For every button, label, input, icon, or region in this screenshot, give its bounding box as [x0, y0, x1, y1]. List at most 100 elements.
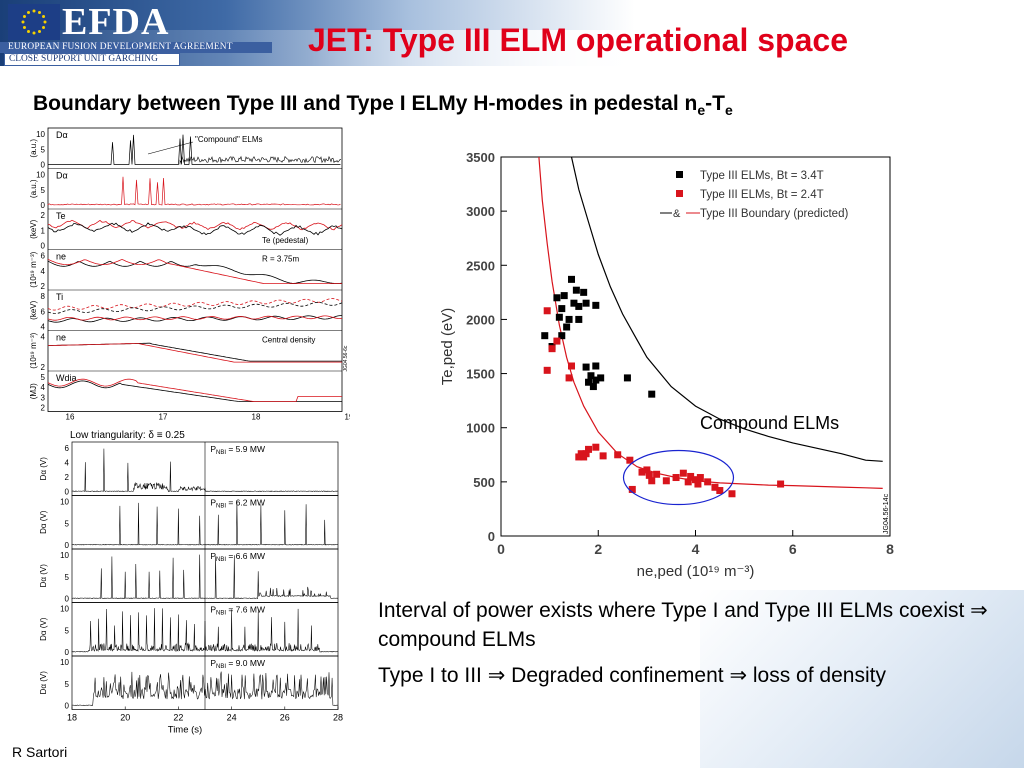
- data-point-2-4T: [548, 345, 556, 353]
- body-text: Interval of power exists where Type I an…: [378, 596, 1008, 697]
- y-tick-label: 3: [41, 393, 46, 402]
- data-point-3-4T: [592, 301, 600, 309]
- legend-label: Type III Boundary (predicted): [700, 208, 848, 220]
- nbi-power-symbol: P: [210, 658, 216, 668]
- y-tick-label: 6: [41, 307, 46, 316]
- annotation-central-density: Central density: [262, 336, 315, 345]
- elm-scatter-chart: 0 2 4 6 8 0 500 1000 1500 2000 2500 3000 3500 ne,ped …: [439, 150, 894, 580]
- y-tick-label: 5: [65, 519, 70, 528]
- data-point-3-4T: [592, 376, 600, 384]
- y-tick-label: 0: [41, 201, 46, 210]
- y-tick-label: 10: [60, 551, 69, 560]
- y-tick-label: 0: [41, 161, 46, 170]
- y-tick-label: 2: [41, 404, 46, 413]
- time-trace-line: [47, 219, 343, 231]
- nbi-power-subscript: NBI: [216, 557, 226, 563]
- nbi-power-subscript: NBI: [216, 450, 226, 456]
- annotation-compound: "Compound" ELMs: [195, 135, 263, 144]
- low-triangularity-title: Low triangularity: δ ≡ 0.25: [70, 430, 185, 441]
- annotation-arrow: [147, 141, 194, 155]
- data-point-2-4T: [599, 452, 607, 460]
- data-point-2-4T: [696, 474, 704, 482]
- dalpha-trace: [71, 608, 339, 653]
- data-point-3-4T: [592, 362, 600, 370]
- data-point-3-4T: [570, 299, 578, 307]
- x-tick-label: 2: [594, 541, 602, 557]
- eu-star-icon: [38, 30, 41, 34]
- data-point-3-4T: [575, 315, 583, 323]
- x-tick-label: 22: [173, 713, 183, 723]
- time-trace-line: [47, 258, 342, 284]
- data-point-2-4T: [575, 453, 583, 461]
- low-triangularity-figure: Low triangularity: δ ≡ 0.25 6 4 2 0 Dα (V) PNB…: [32, 426, 350, 740]
- x-tick-label: 26: [280, 713, 290, 723]
- subtitle-dash: -T: [705, 92, 725, 115]
- data-point-2-4T: [777, 480, 785, 488]
- data-point-3-4T: [560, 292, 568, 300]
- eu-star-icon: [38, 10, 41, 14]
- data-point-3-4T: [575, 302, 583, 310]
- data-point-2-4T: [704, 478, 712, 486]
- y-tick-label: 0: [65, 488, 70, 497]
- eu-star-icon: [43, 20, 47, 24]
- y-unit-label: (MJ): [30, 383, 38, 399]
- y-tick-label: 10: [36, 130, 45, 139]
- data-point-3-4T: [582, 299, 590, 307]
- bullet-degraded: Type I to III ⇒ Degraded confinement ⇒ l…: [378, 664, 886, 687]
- eu-star-icon: [32, 9, 36, 13]
- eu-flag-logo: [8, 4, 60, 40]
- legend-marker: [676, 190, 683, 197]
- time-trace-line: [47, 315, 343, 323]
- data-point-2-4T: [592, 443, 600, 451]
- dalpha-ylabel: Dα (V): [39, 617, 48, 641]
- y-tick-label: 5: [41, 373, 46, 382]
- nbi-power-label: PNBI = 6.2 MW: [210, 498, 265, 510]
- y-tick-label: 6: [65, 444, 70, 453]
- data-point-2-4T: [628, 485, 636, 493]
- data-point-2-4T: [643, 466, 651, 474]
- data-point-2-4T: [653, 470, 661, 478]
- legend-ampersand: &: [673, 208, 681, 220]
- dalpha-trace: [71, 448, 338, 493]
- data-point-2-4T: [580, 453, 588, 461]
- agreement-text: EUROPEAN FUSION DEVELOPMENT AGREEMENT: [8, 42, 233, 52]
- data-point-3-4T: [568, 275, 576, 283]
- data-point-3-4T: [553, 294, 561, 302]
- bullet-compound: Interval of power exists where Type I an…: [378, 599, 988, 651]
- subtitle-sub-e1: e: [697, 102, 706, 119]
- nbi-power-label: PNBI = 7.6 MW: [210, 605, 265, 617]
- y-tick-label: 0: [65, 702, 70, 711]
- panel-label: Ti: [56, 292, 63, 302]
- y-tick-label: 4: [41, 267, 46, 276]
- x-tick-label: 28: [333, 713, 343, 723]
- x-tick-label: 0: [497, 541, 505, 557]
- agreement-bar: [0, 42, 272, 53]
- efda-logo: EFDA: [62, 1, 170, 43]
- data-point-3-4T: [589, 383, 597, 391]
- nbi-power-value: = 5.9 MW: [226, 444, 265, 454]
- decorative-gradient: [700, 590, 1024, 768]
- time-trace-line: [47, 343, 342, 363]
- nbi-power-subscript: NBI: [216, 504, 226, 510]
- y-tick-label: 500: [473, 475, 495, 490]
- data-point-2-4T: [585, 445, 593, 453]
- y-tick-label: 2500: [466, 258, 495, 273]
- legend-label: Type III ELMs, Bt = 2.4T: [700, 189, 824, 201]
- y-tick-label: 1500: [466, 367, 495, 382]
- pulse-id: JG04.56-6c: [343, 345, 349, 371]
- data-point-2-4T: [684, 478, 692, 486]
- dalpha-ylabel: Dα (V): [39, 671, 48, 695]
- boundary-line-red: [538, 156, 883, 489]
- data-point-2-4T: [626, 456, 634, 464]
- data-point-2-4T: [711, 483, 719, 491]
- data-point-2-4T: [543, 307, 551, 315]
- dalpha-ylabel: Dα (V): [39, 564, 48, 588]
- y-unit-label: (a.u.): [30, 139, 38, 158]
- author-label: R Sartori: [12, 744, 68, 760]
- data-point-3-4T: [587, 372, 595, 380]
- subtitle-sub-e2: e: [724, 102, 733, 119]
- data-point-2-4T: [662, 477, 670, 485]
- y-tick-label: 2: [41, 282, 46, 291]
- data-point-2-4T: [543, 366, 551, 374]
